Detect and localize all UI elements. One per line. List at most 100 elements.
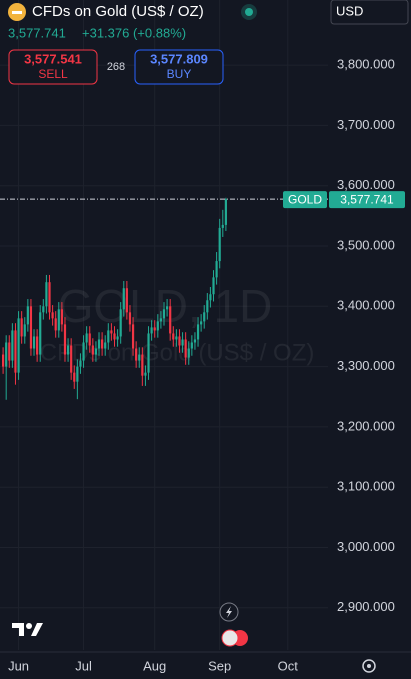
candle-body — [48, 282, 51, 313]
symbol-tag-box — [283, 191, 327, 209]
currency[interactable]: USD — [336, 3, 363, 18]
candle-body — [193, 339, 197, 343]
candle-body — [159, 318, 163, 322]
candle-body — [17, 318, 20, 373]
watermark-symbol: GOLD, 1D — [58, 280, 273, 332]
candle-body — [156, 321, 159, 331]
candle-body — [107, 330, 110, 343]
candle-body — [125, 288, 128, 313]
candle-body — [206, 300, 209, 313]
sell-price[interactable]: 3,577.541 — [24, 51, 82, 66]
candle-body — [51, 312, 54, 319]
watermark-description: CFDs on Gold (US$ / OZ) — [40, 339, 315, 366]
candle-body — [122, 288, 125, 310]
candle-body — [5, 342, 8, 367]
candle-body — [79, 360, 82, 367]
candle-body — [42, 306, 45, 313]
candle-body — [224, 199, 227, 225]
candle-body — [138, 354, 141, 361]
candle-body — [165, 306, 169, 310]
candle-body — [76, 366, 79, 382]
y-tick-label: 3,500.000 — [337, 237, 395, 252]
candle-body — [45, 282, 48, 307]
x-tick-label: Aug — [143, 658, 166, 673]
candle-body — [82, 342, 85, 361]
x-tick-label: Sep — [208, 658, 231, 673]
candle-body — [178, 336, 181, 346]
candle-body — [14, 330, 17, 373]
candle-body — [8, 342, 11, 361]
candle-body — [113, 333, 116, 340]
candle-body — [54, 318, 57, 331]
candle-body — [215, 261, 218, 278]
tv-logo-dot — [26, 623, 32, 629]
candle-body — [60, 309, 63, 325]
candle-body — [119, 309, 122, 337]
y-tick-label: 3,300.000 — [337, 358, 395, 373]
buy-price[interactable]: 3,577.809 — [150, 51, 208, 66]
title: CFDs on Gold (US$ / OZ) — [32, 3, 204, 20]
candle-body — [11, 330, 14, 361]
y-tick-label: 3,000.000 — [337, 539, 395, 554]
last-price: 3,577.741 — [8, 25, 66, 40]
price-change: +31.376 (+0.88%) — [82, 25, 186, 40]
candle-body — [128, 312, 132, 325]
y-tick-label: 3,700.000 — [337, 117, 395, 132]
currency-button[interactable] — [330, 0, 409, 25]
symbol-icon-bar — [12, 11, 22, 14]
candle-body — [29, 306, 33, 349]
price-tag-box — [329, 191, 405, 209]
market-status — [245, 8, 253, 16]
candle-body — [94, 348, 98, 355]
x-tick-label: Jul — [75, 658, 92, 673]
candle-body — [104, 342, 107, 349]
y-tick-label: 2,900.000 — [337, 599, 395, 614]
settings-icon-center — [367, 664, 371, 668]
candle-body — [131, 324, 135, 349]
candle-body — [221, 224, 224, 228]
candle-body — [70, 345, 73, 373]
candle-body — [110, 330, 113, 334]
candle-body — [85, 333, 88, 343]
flag-icon[interactable] — [221, 629, 239, 647]
candle-body — [135, 348, 138, 361]
buy-button[interactable] — [134, 49, 224, 85]
candle-body — [153, 327, 156, 331]
candle-body — [101, 339, 104, 349]
candle-body — [23, 324, 26, 337]
candle-body — [26, 306, 29, 325]
candle-body — [66, 345, 70, 355]
y-tick-label: 3,400.000 — [337, 298, 395, 313]
candle-body — [20, 318, 23, 337]
candle-body — [203, 312, 206, 322]
candle-body — [162, 309, 166, 319]
settings-icon[interactable] — [362, 659, 376, 673]
price-tag: 3,577.741 — [340, 192, 394, 206]
tv-logo — [12, 623, 43, 636]
spread: 268 — [107, 61, 125, 73]
x-tick-label: Oct — [278, 658, 299, 673]
sell-button[interactable] — [8, 49, 98, 85]
candle-body — [36, 336, 39, 355]
candle-body — [116, 336, 119, 340]
candle-body — [147, 333, 150, 373]
candle-body — [184, 339, 187, 358]
candle-body — [39, 312, 42, 355]
candle-body — [172, 333, 175, 340]
candle-body — [175, 336, 178, 340]
candle-body — [196, 324, 200, 340]
buy-label[interactable]: BUY — [167, 67, 192, 81]
candle-body — [209, 294, 212, 301]
candle-body — [63, 324, 67, 355]
y-tick-label: 3,100.000 — [337, 479, 395, 494]
sell-label[interactable]: SELL — [38, 67, 68, 81]
candle-body — [181, 339, 184, 346]
candle-body — [187, 348, 190, 358]
candle-body — [91, 345, 94, 355]
symbol-tag: GOLD — [288, 192, 322, 206]
candle-body — [150, 327, 153, 334]
candle-body — [212, 277, 215, 295]
y-tick-label: 3,600.000 — [337, 177, 395, 192]
